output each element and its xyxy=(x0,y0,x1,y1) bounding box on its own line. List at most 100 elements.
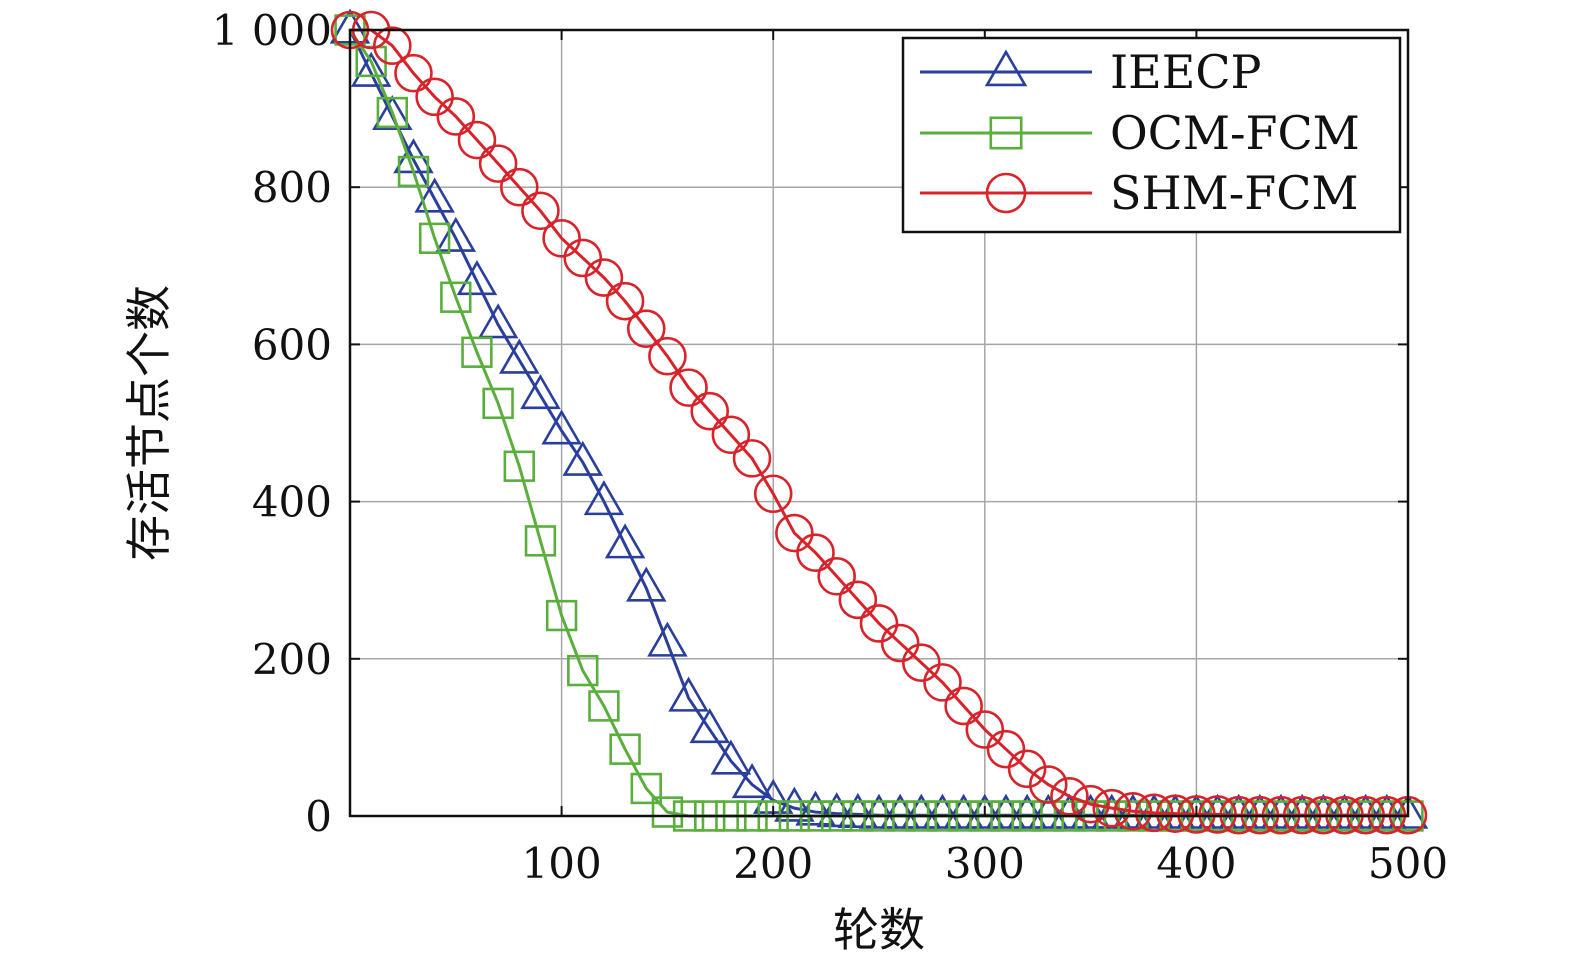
data-point xyxy=(456,260,498,296)
data-point xyxy=(1303,793,1344,829)
legend-label: OCM-FCM xyxy=(1110,106,1360,160)
data-point xyxy=(901,793,942,829)
data-point xyxy=(965,710,1005,749)
data-point xyxy=(563,238,603,278)
x-axis-title: 轮数 xyxy=(833,903,925,957)
plot-frame xyxy=(348,28,1410,818)
data-point xyxy=(584,258,624,297)
data-point xyxy=(1176,793,1217,829)
data-point xyxy=(499,167,539,207)
data-point xyxy=(499,338,540,374)
data-point xyxy=(630,772,662,805)
data-point xyxy=(669,368,708,407)
data-point xyxy=(414,177,455,213)
data-point xyxy=(604,523,646,559)
data-point xyxy=(521,191,560,231)
x-tick-label: 400 xyxy=(1156,839,1236,888)
data-point xyxy=(1345,793,1386,829)
data-point xyxy=(668,676,709,712)
data-point xyxy=(457,120,497,160)
data-point xyxy=(985,793,1027,829)
data-point xyxy=(583,480,625,516)
x-tick-label: 300 xyxy=(945,839,1025,888)
data-point xyxy=(376,96,409,129)
legend-label: IEECP xyxy=(1110,45,1261,99)
data-point xyxy=(562,440,604,476)
data-point xyxy=(731,763,773,799)
data-point xyxy=(625,566,667,602)
data-point xyxy=(520,373,561,410)
data-point xyxy=(373,26,412,66)
data-point xyxy=(943,793,984,829)
data-point xyxy=(1071,784,1110,824)
data-point xyxy=(774,786,815,822)
data-point xyxy=(461,336,493,368)
legend: IEECP OCM-FCM SHM-FCM xyxy=(901,36,1402,234)
data-point xyxy=(545,599,578,632)
data-point xyxy=(880,623,920,663)
ticks: 100 200 300 400 500 0 200 400 600 800 1 000 xyxy=(212,6,1448,888)
data-point xyxy=(923,663,962,702)
legend-label: SHM-FCM xyxy=(1110,166,1359,220)
data-point xyxy=(651,796,684,828)
y-tick-label: 800 xyxy=(252,163,332,212)
data-point xyxy=(626,309,666,348)
data-point xyxy=(816,792,857,828)
data-point xyxy=(477,303,519,339)
data-point xyxy=(542,218,581,258)
data-point xyxy=(986,729,1026,769)
data-point xyxy=(1091,793,1133,829)
data-point xyxy=(858,793,900,829)
data-point xyxy=(1070,793,1111,829)
data-point xyxy=(567,654,599,687)
data-point xyxy=(753,474,793,514)
y-tick-label: 400 xyxy=(252,478,332,527)
legend-entry: IEECP xyxy=(920,45,1261,99)
y-tick-label: 200 xyxy=(252,635,332,684)
data-point xyxy=(372,94,413,131)
data-point xyxy=(944,686,983,726)
x-tick-label: 500 xyxy=(1368,839,1448,888)
data-point xyxy=(817,556,856,596)
data-point xyxy=(1134,793,1174,833)
data-point xyxy=(1113,791,1153,831)
data-point xyxy=(795,790,836,826)
data-point xyxy=(1324,793,1365,829)
data-point xyxy=(710,739,752,775)
data-point xyxy=(775,513,814,553)
data-point xyxy=(837,792,879,829)
data-point xyxy=(1007,749,1047,789)
data-point xyxy=(1050,777,1089,816)
y-tick-label: 600 xyxy=(252,320,332,369)
data-point xyxy=(1028,765,1068,804)
data-point xyxy=(478,144,518,183)
data-point xyxy=(1239,793,1281,829)
legend-entries: IEECP OCM-FCM SHM-FCM xyxy=(920,45,1360,220)
data-point xyxy=(1260,793,1302,829)
y-tick-label: 0 xyxy=(305,792,332,841)
data-point xyxy=(879,793,921,829)
legend-entry: SHM-FCM xyxy=(920,166,1359,220)
data-point xyxy=(922,793,963,829)
legend-marker xyxy=(985,172,1027,214)
data-point xyxy=(690,391,730,431)
data-point xyxy=(902,643,941,683)
data-point xyxy=(1218,793,1259,829)
data-point xyxy=(1092,788,1132,828)
data-point xyxy=(796,533,835,572)
data-point xyxy=(394,53,433,93)
data-point xyxy=(647,621,688,657)
legend-marker xyxy=(984,49,1028,87)
data-point xyxy=(418,222,451,254)
data-point xyxy=(1197,793,1238,829)
data-point xyxy=(605,281,645,321)
data-point xyxy=(1028,793,1069,829)
data-point xyxy=(711,415,751,455)
data-point xyxy=(436,97,476,136)
data-point xyxy=(524,525,557,557)
legend-box xyxy=(901,36,1402,234)
data-point xyxy=(415,77,454,117)
x-tick-label: 200 xyxy=(733,839,813,888)
data-point xyxy=(397,155,430,188)
data-point xyxy=(1198,795,1237,834)
